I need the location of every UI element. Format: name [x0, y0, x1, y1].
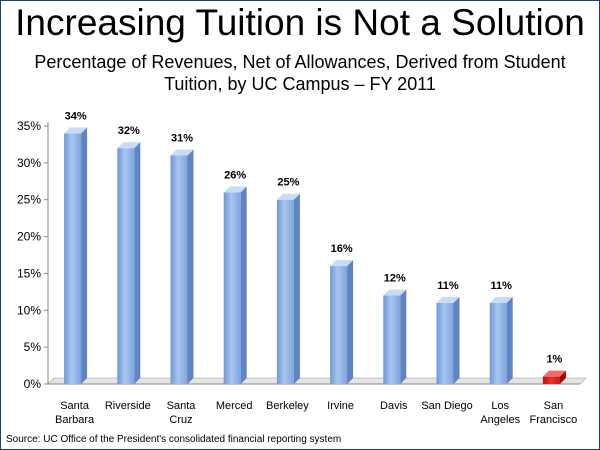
- bar: [330, 266, 348, 384]
- bar-top: [383, 289, 407, 296]
- y-tick-label: 5%: [24, 340, 42, 354]
- bar-side: [187, 149, 194, 384]
- bar-top: [223, 186, 247, 193]
- category-label: Santa Barbara: [55, 400, 95, 426]
- category-label: Riverside: [105, 400, 151, 412]
- bar: [223, 192, 241, 384]
- y-tick-label: 20%: [17, 230, 41, 244]
- category-label: Los Angeles: [480, 400, 520, 426]
- bar: [436, 302, 454, 384]
- bar-top: [489, 296, 513, 303]
- category-label: Santa Cruz: [167, 400, 197, 426]
- chart-subtitle-line-2: Tuition, by UC Campus – FY 2011: [164, 74, 436, 94]
- data-label: 11%: [490, 280, 512, 292]
- bar: [170, 155, 188, 384]
- bar-top: [330, 260, 354, 267]
- data-label: 1%: [546, 354, 562, 366]
- bar-top: [542, 370, 566, 377]
- slide-title: Increasing Tuition is Not a Solution: [15, 2, 585, 43]
- bar-top: [64, 127, 88, 134]
- y-tick-label: 10%: [17, 303, 41, 317]
- bar-side: [240, 186, 247, 384]
- category-label: San Diego: [421, 400, 472, 412]
- data-label: 26%: [224, 169, 246, 181]
- category-label: Merced: [216, 400, 253, 412]
- data-label: 31%: [171, 132, 193, 144]
- data-label: 32%: [118, 125, 140, 137]
- y-tick-label: 35%: [17, 119, 41, 133]
- chart-subtitle-line-1: Percentage of Revenues, Net of Allowance…: [34, 52, 566, 72]
- data-label: 34%: [65, 110, 87, 122]
- category-label: Davis: [380, 400, 408, 412]
- bar-side: [559, 370, 566, 384]
- data-label: 25%: [277, 177, 299, 189]
- data-label: 11%: [437, 280, 459, 292]
- y-tick-label: 15%: [17, 266, 41, 280]
- bar-top: [170, 149, 194, 156]
- bar: [64, 133, 82, 384]
- bar: [542, 376, 560, 384]
- data-label: 16%: [331, 243, 353, 255]
- bar: [276, 199, 294, 384]
- y-tick-label: 25%: [17, 193, 41, 207]
- data-label: 12%: [384, 273, 406, 285]
- bar-side: [134, 142, 141, 384]
- bar: [117, 148, 135, 384]
- bar-side: [293, 193, 300, 384]
- category-label: Berkeley: [266, 400, 309, 412]
- source-note: Source: UC Office of the President's con…: [6, 434, 342, 445]
- category-label: San Francisco: [530, 400, 578, 426]
- bar-top: [117, 142, 141, 149]
- bar-side: [453, 296, 460, 384]
- bar-side: [506, 296, 513, 384]
- bar-side: [81, 127, 88, 384]
- bar-side: [400, 289, 407, 384]
- bar-side: [347, 260, 354, 384]
- bar-top: [436, 296, 460, 303]
- bar: [489, 302, 507, 384]
- bar-top: [276, 193, 300, 200]
- y-tick-label: 0%: [24, 377, 42, 391]
- category-label: Irvine: [327, 400, 354, 412]
- y-tick-label: 30%: [17, 156, 41, 170]
- bar: [383, 295, 401, 384]
- chart-subtitle: Percentage of Revenues, Net of Allowance…: [20, 51, 580, 95]
